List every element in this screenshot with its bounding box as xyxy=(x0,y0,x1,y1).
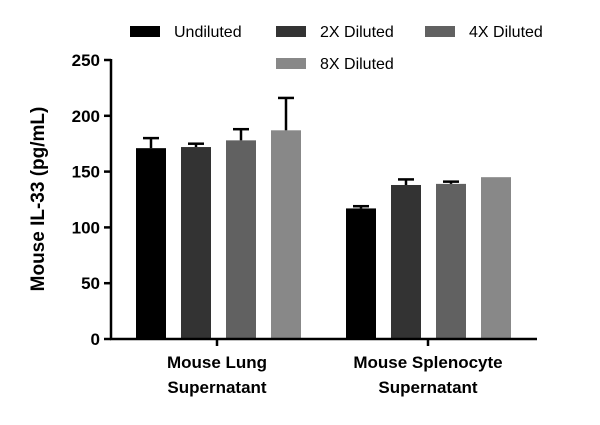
x-category-label-1-line-1: Supernatant xyxy=(378,378,478,397)
bars-group xyxy=(136,96,511,339)
legend-label-8x-diluted: 8X Diluted xyxy=(320,56,394,73)
legend-swatch-2x-diluted xyxy=(276,26,306,37)
bar-8x-diluted-group-1 xyxy=(481,177,511,339)
bar-2x-diluted-group-1 xyxy=(391,184,421,339)
y-tick-label-200: 200 xyxy=(72,107,100,126)
legend: Undiluted 2X Diluted 4X Diluted 8X Diluted xyxy=(130,24,543,73)
y-tick-label-100: 100 xyxy=(72,218,100,237)
bar-undiluted-group-1 xyxy=(346,208,376,339)
legend-swatch-4x-diluted xyxy=(425,26,455,37)
y-tick-label-50: 50 xyxy=(81,274,100,293)
legend-label-2x-diluted: 2X Diluted xyxy=(320,24,394,41)
x-category-label-1-line-0: Mouse Splenocyte xyxy=(353,353,502,372)
legend-swatch-undiluted xyxy=(130,26,160,37)
axes-group: 0 50 100 150 200 250 Mouse IL-33 (pg/mL) Mouse … xyxy=(28,51,537,397)
y-tick-label-0: 0 xyxy=(91,330,100,349)
y-axis-title: Mouse IL-33 (pg/mL) xyxy=(28,107,49,292)
bar-undiluted-group-0 xyxy=(136,148,166,339)
y-tick-label-150: 150 xyxy=(72,163,100,182)
bar-2x-diluted-group-0 xyxy=(181,147,211,339)
legend-label-undiluted: Undiluted xyxy=(174,24,242,41)
bar-4x-diluted-group-0 xyxy=(226,140,256,339)
bar-4x-diluted-group-1 xyxy=(436,183,466,339)
x-category-label-0-line-0: Mouse Lung xyxy=(167,353,267,372)
legend-swatch-8x-diluted xyxy=(276,58,306,69)
y-tick-label-250: 250 xyxy=(72,51,100,70)
bar-8x-diluted-group-0 xyxy=(271,130,301,339)
legend-label-4x-diluted: 4X Diluted xyxy=(469,24,543,41)
x-category-label-0-line-1: Supernatant xyxy=(167,378,267,397)
